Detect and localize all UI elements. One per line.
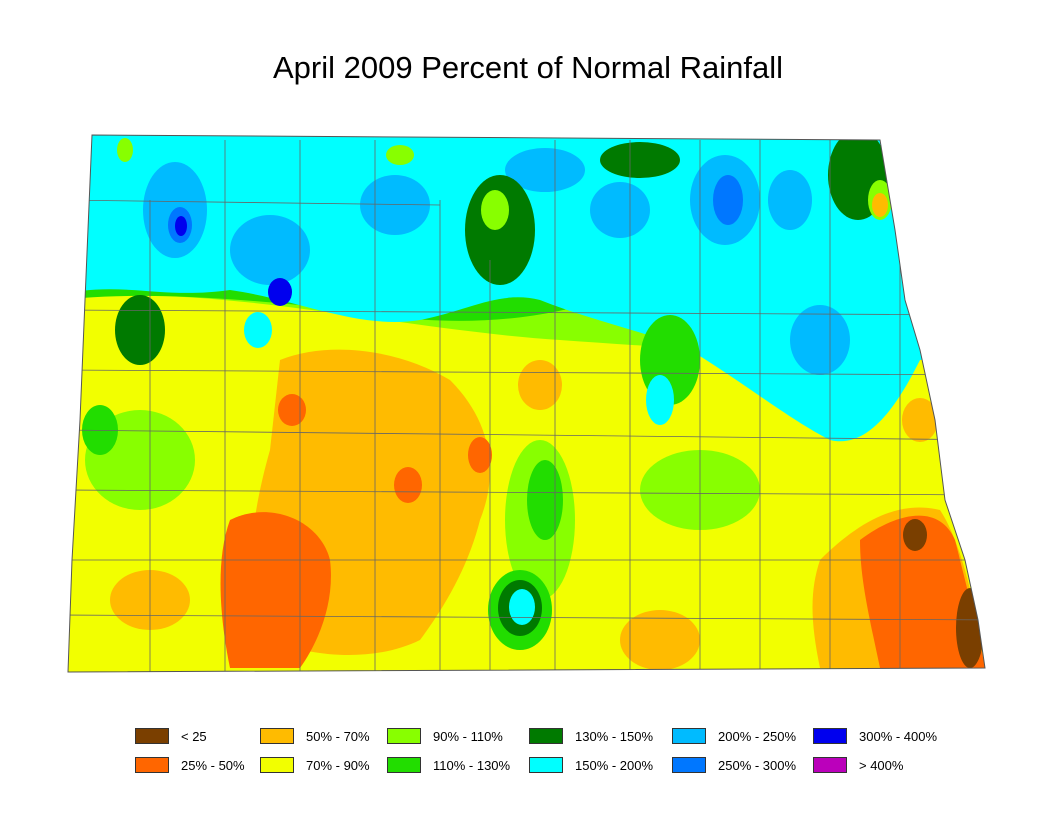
legend-swatch	[529, 728, 563, 744]
map-title: April 2009 Percent of Normal Rainfall	[272, 50, 784, 85]
legend-label: 25% - 50%	[181, 757, 245, 773]
legend-swatch	[135, 728, 169, 744]
legend-swatch	[387, 757, 421, 773]
legend-label: 130% - 150%	[575, 728, 654, 744]
legend-label: 200% - 250%	[718, 728, 797, 744]
legend-label: > 400%	[859, 757, 904, 773]
legend-label: 90% - 110%	[433, 728, 503, 744]
legend-swatch	[672, 757, 706, 773]
state-outline	[67, 134, 986, 673]
legend-label: < 25	[181, 728, 207, 744]
precip-fields	[68, 135, 985, 672]
legend: < 25 25% - 50% 50% - 70% 70% - 90% 90% -…	[135, 727, 975, 779]
legend-label: 300% - 400%	[859, 728, 938, 744]
legend-item: 300% - 400%	[813, 727, 937, 745]
legend-item: 130% - 150%	[529, 727, 653, 745]
legend-label: 110% - 130%	[433, 757, 511, 773]
legend-swatch	[387, 728, 421, 744]
legend-swatch	[813, 757, 847, 773]
legend-item: < 25	[135, 727, 207, 745]
legend-label: 250% - 300%	[718, 757, 797, 773]
legend-item: > 400%	[813, 756, 903, 774]
legend-item: 250% - 300%	[672, 756, 796, 774]
legend-label: 50% - 70%	[306, 728, 370, 744]
legend-label: 150% - 200%	[575, 757, 654, 773]
legend-item: 50% - 70%	[260, 727, 370, 745]
county-borders	[68, 140, 985, 672]
legend-swatch	[135, 757, 169, 773]
legend-item: 90% - 110%	[387, 727, 503, 745]
legend-label: 70% - 90%	[306, 757, 370, 773]
legend-swatch	[260, 757, 294, 773]
legend-item: 200% - 250%	[672, 727, 796, 745]
legend-item: 110% - 130%	[387, 756, 510, 774]
legend-item: 150% - 200%	[529, 756, 653, 774]
legend-item: 70% - 90%	[260, 756, 370, 774]
legend-swatch	[813, 728, 847, 744]
legend-swatch	[260, 728, 294, 744]
legend-swatch	[529, 757, 563, 773]
legend-swatch	[672, 728, 706, 744]
legend-item: 25% - 50%	[135, 756, 245, 774]
